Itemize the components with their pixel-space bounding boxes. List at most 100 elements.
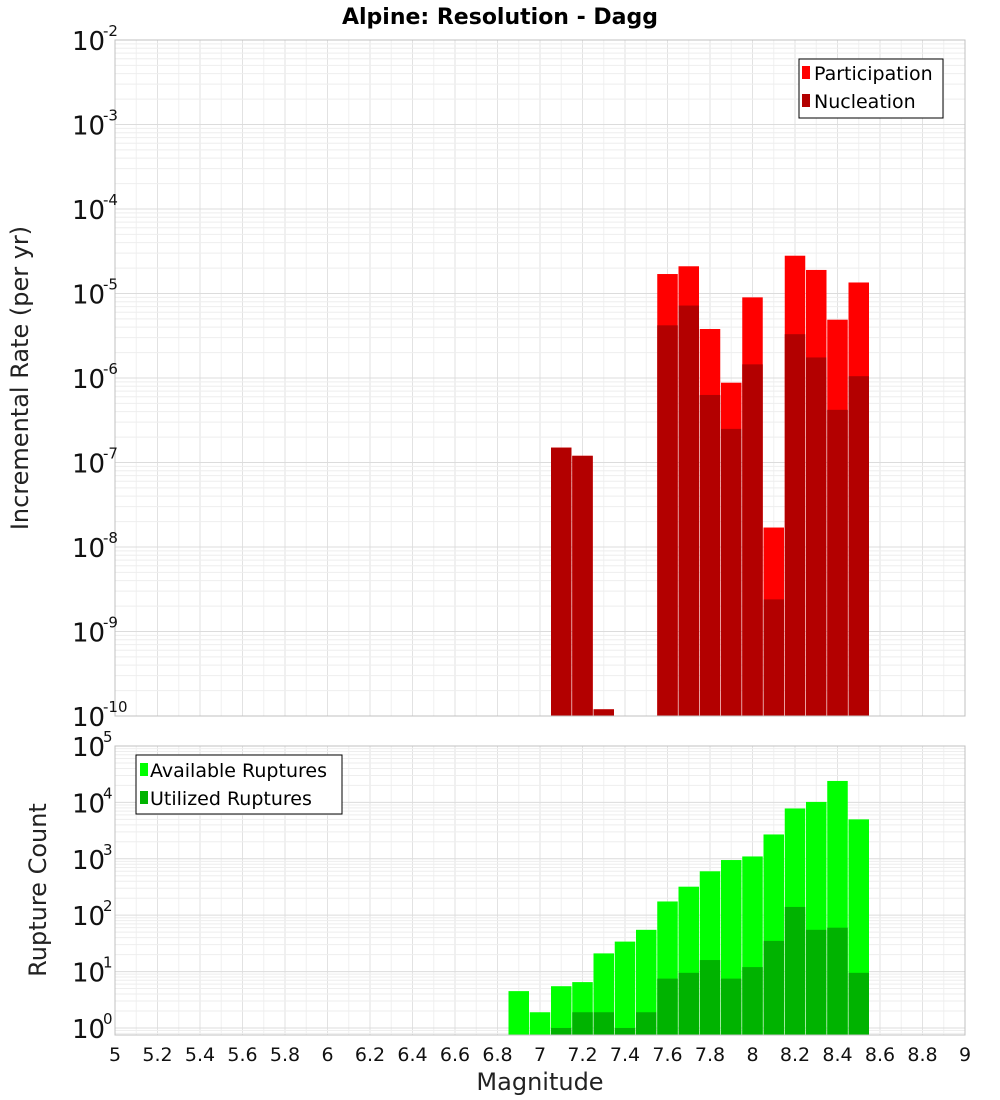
bar-nucleation: [572, 455, 593, 716]
x-tick-label: 9: [959, 1044, 971, 1066]
x-tick-label: 5: [109, 1044, 121, 1066]
y-tick-label: 10: [72, 534, 105, 564]
y-tick-exponent: -2: [103, 22, 118, 40]
x-tick-label: 8: [746, 1044, 758, 1066]
y-tick-exponent: -3: [103, 107, 118, 125]
bottom-y-axis-label: Rupture Count: [24, 803, 52, 977]
bar-available: [551, 986, 572, 1035]
legend-label-available: Available Ruptures: [150, 760, 327, 782]
y-tick-label: 10: [72, 27, 105, 57]
x-tick-label: 6.4: [397, 1044, 427, 1066]
bar-utilized: [614, 1027, 636, 1035]
y-tick-exponent: 0: [103, 1010, 113, 1028]
x-tick-label: 5.2: [142, 1044, 172, 1066]
legend-swatch-participation: [802, 66, 810, 79]
bar-nucleation: [827, 409, 848, 716]
bar-utilized: [678, 972, 699, 1035]
bar-utilized: [699, 960, 721, 1035]
bar-nucleation: [742, 364, 763, 716]
bar-nucleation: [593, 709, 614, 716]
bar-nucleation: [721, 428, 742, 716]
x-tick-label: 8.4: [822, 1044, 852, 1066]
bar-utilized: [763, 940, 784, 1035]
bar-nucleation: [699, 394, 721, 716]
y-tick-exponent: -5: [103, 276, 118, 294]
y-tick-label: 10: [72, 733, 105, 763]
bar-available: [529, 1012, 551, 1035]
bar-utilized: [827, 927, 848, 1035]
bar-utilized: [721, 978, 742, 1035]
bar-available: [614, 941, 636, 1035]
bottom-bars: [508, 780, 869, 1035]
bottom-legend-box: [135, 754, 343, 815]
bar-utilized: [742, 967, 763, 1035]
bar-utilized: [784, 906, 806, 1035]
legend-swatch-available: [140, 763, 148, 776]
top-legend-box: [798, 58, 944, 119]
bar-nucleation: [784, 334, 806, 716]
x-tick-label: 5.6: [227, 1044, 257, 1066]
y-tick-label: 10: [72, 789, 105, 819]
y-tick-exponent: -7: [103, 445, 118, 463]
bottom-x-ticks: 5 5.2 5.4 5.6 5.8 6 6.2 6.4 6.6 6.8 7 7.2 7.4 7.6 7.8 8…: [109, 1044, 971, 1066]
bar-nucleation: [551, 447, 572, 716]
y-tick-exponent: 4: [103, 784, 113, 802]
y-tick-exponent: -10: [103, 698, 128, 716]
bar-utilized: [806, 929, 827, 1035]
top-plot-border: [114, 39, 966, 717]
y-tick-label: 10: [72, 365, 105, 395]
y-tick-exponent: -6: [103, 360, 118, 378]
y-tick-label: 10: [72, 196, 105, 226]
bar-utilized: [593, 1012, 614, 1035]
x-tick-label: 7.4: [610, 1044, 640, 1066]
x-axis-label: Magnitude: [476, 1068, 603, 1096]
legend-swatch-nucleation: [802, 94, 810, 107]
bar-nucleation: [657, 325, 678, 716]
y-tick-exponent: -4: [103, 191, 118, 209]
bottom-plot-border: [114, 745, 966, 1036]
bottom-legend: Available Ruptures Utilized Ruptures: [135, 754, 343, 815]
x-tick-label: 8.6: [865, 1044, 895, 1066]
y-tick-label: 10: [72, 619, 105, 649]
legend-label-nucleation: Nucleation: [814, 91, 916, 113]
y-tick-label: 10: [72, 959, 105, 989]
bar-utilized: [636, 1012, 657, 1035]
bar-nucleation: [763, 599, 784, 716]
y-tick-label: 10: [72, 703, 105, 733]
y-tick-exponent: -8: [103, 529, 118, 547]
bar-nucleation: [848, 376, 869, 716]
x-tick-label: 7: [534, 1044, 546, 1066]
y-tick-exponent: 1: [103, 954, 113, 972]
x-tick-label: 8.8: [907, 1044, 937, 1066]
x-tick-label: 7.8: [695, 1044, 725, 1066]
y-tick-label: 10: [72, 281, 105, 311]
bar-utilized: [572, 1012, 593, 1035]
x-tick-label: 7.2: [567, 1044, 597, 1066]
bar-utilized: [657, 978, 678, 1035]
y-tick-exponent: -9: [103, 614, 118, 632]
top-y-axis-label: Incremental Rate (per yr): [6, 226, 34, 530]
chart-title: Alpine: Resolution - Dagg: [342, 5, 658, 30]
x-tick-label: 8.2: [780, 1044, 810, 1066]
bar-available: [508, 991, 529, 1035]
top-bars: [551, 255, 869, 716]
y-tick-label: 10: [72, 1015, 105, 1045]
y-tick-label: 10: [72, 450, 105, 480]
legend-label-participation: Participation: [814, 63, 933, 85]
legend-swatch-utilized: [140, 791, 148, 804]
y-tick-label: 10: [72, 902, 105, 932]
x-tick-label: 6.6: [440, 1044, 470, 1066]
y-tick-label: 10: [72, 846, 105, 876]
x-tick-label: 5.4: [185, 1044, 215, 1066]
bar-nucleation: [678, 305, 699, 716]
legend-label-utilized: Utilized Ruptures: [150, 788, 312, 810]
x-tick-label: 7.6: [652, 1044, 682, 1066]
x-tick-label: 5.8: [270, 1044, 300, 1066]
top-legend: Participation Nucleation: [798, 58, 944, 119]
y-tick-exponent: 3: [103, 841, 113, 859]
